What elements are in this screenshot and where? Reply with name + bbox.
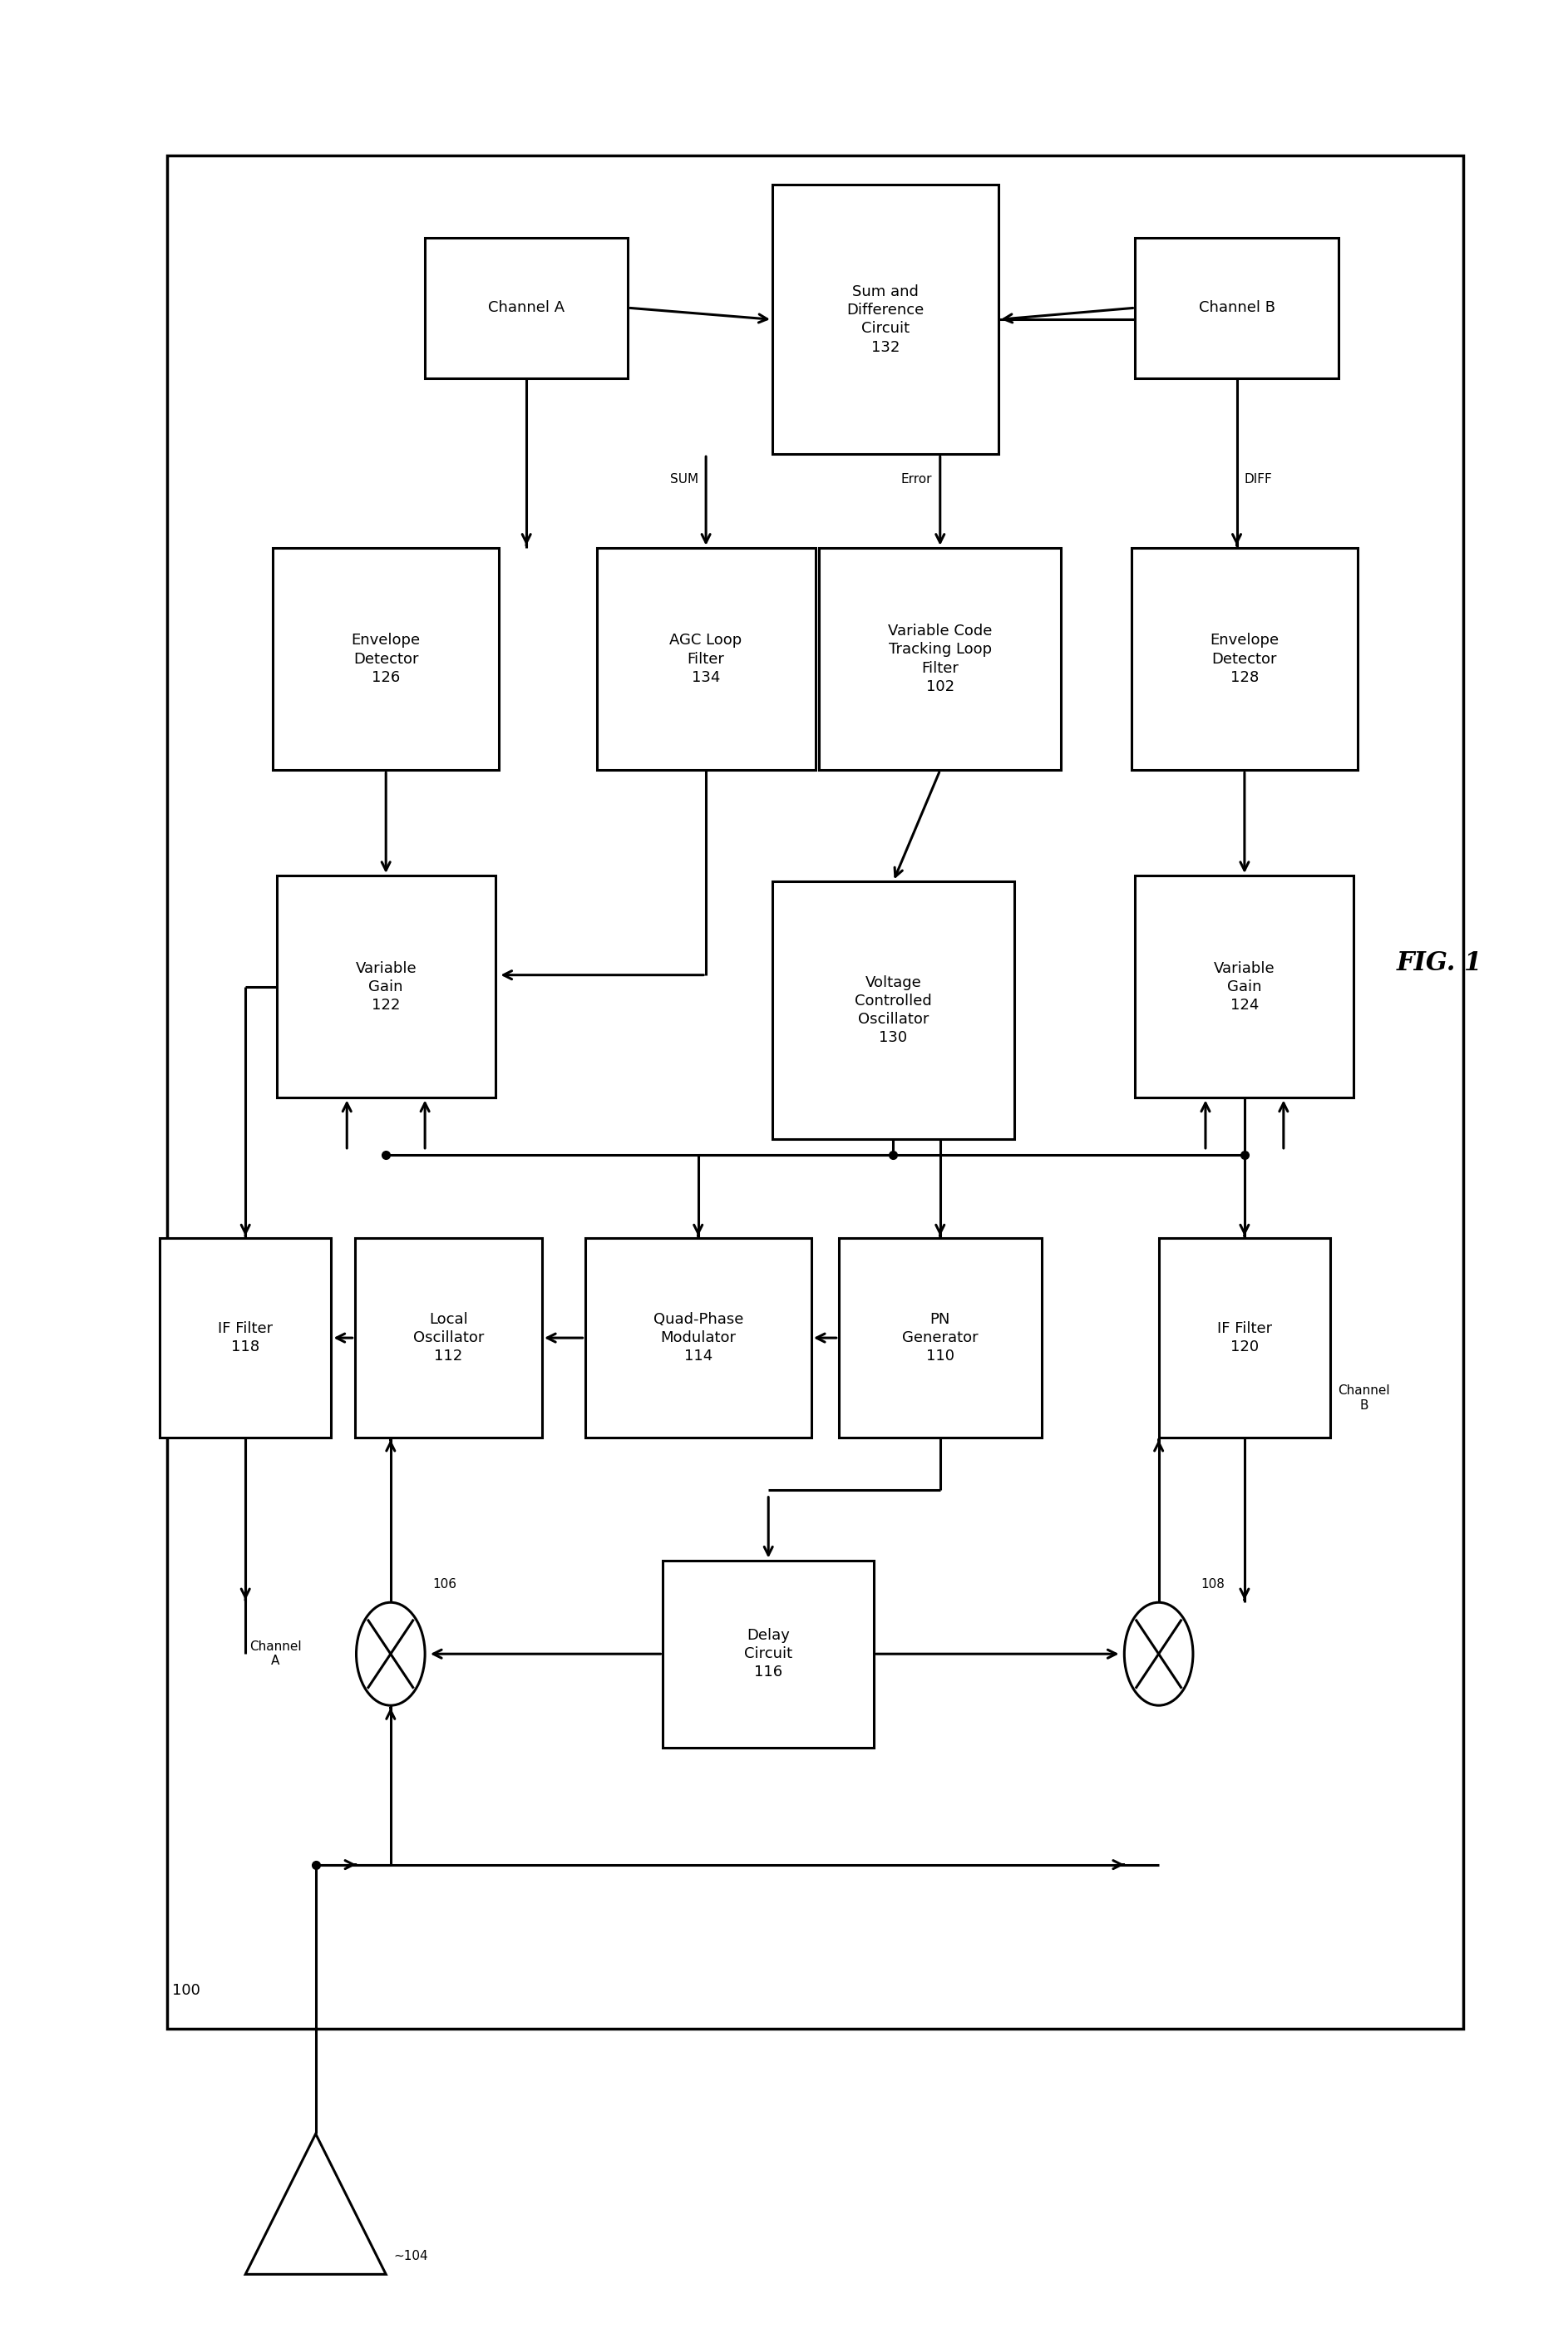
Text: Channel
A: Channel A: [249, 1641, 301, 1667]
FancyBboxPatch shape: [1135, 876, 1353, 1099]
FancyBboxPatch shape: [425, 237, 627, 378]
FancyBboxPatch shape: [1135, 237, 1338, 378]
Text: AGC Loop
Filter
134: AGC Loop Filter 134: [670, 634, 742, 686]
Text: Error: Error: [902, 472, 933, 486]
Polygon shape: [246, 2134, 386, 2275]
FancyBboxPatch shape: [1132, 547, 1358, 770]
Text: Sum and
Difference
Circuit
132: Sum and Difference Circuit 132: [847, 284, 924, 355]
Text: Delay
Circuit
116: Delay Circuit 116: [745, 1627, 792, 1679]
FancyBboxPatch shape: [663, 1561, 873, 1747]
Text: PN
Generator
110: PN Generator 110: [902, 1313, 978, 1364]
FancyBboxPatch shape: [276, 876, 495, 1099]
Text: Variable
Gain
122: Variable Gain 122: [356, 960, 417, 1012]
Text: 108: 108: [1201, 1578, 1225, 1590]
Text: Envelope
Detector
126: Envelope Detector 126: [351, 634, 420, 686]
Text: Voltage
Controlled
Oscillator
130: Voltage Controlled Oscillator 130: [855, 974, 931, 1045]
FancyBboxPatch shape: [773, 185, 999, 453]
Text: Channel B: Channel B: [1198, 301, 1275, 315]
FancyBboxPatch shape: [597, 547, 815, 770]
Text: Channel
B: Channel B: [1338, 1385, 1391, 1411]
Text: Envelope
Detector
128: Envelope Detector 128: [1210, 634, 1279, 686]
Text: 106: 106: [433, 1578, 456, 1590]
Text: ~104: ~104: [394, 2249, 428, 2263]
Circle shape: [356, 1601, 425, 1705]
Text: IF Filter
118: IF Filter 118: [218, 1322, 273, 1355]
FancyBboxPatch shape: [273, 547, 499, 770]
Text: Quad-Phase
Modulator
114: Quad-Phase Modulator 114: [654, 1313, 743, 1364]
Text: FIG. 1: FIG. 1: [1397, 951, 1483, 977]
FancyBboxPatch shape: [1159, 1237, 1330, 1437]
FancyBboxPatch shape: [160, 1237, 331, 1437]
Text: Local
Oscillator
112: Local Oscillator 112: [412, 1313, 485, 1364]
FancyBboxPatch shape: [354, 1237, 543, 1437]
Text: Variable Code
Tracking Loop
Filter
102: Variable Code Tracking Loop Filter 102: [887, 625, 993, 695]
FancyBboxPatch shape: [818, 547, 1062, 770]
Text: IF Filter
120: IF Filter 120: [1217, 1322, 1272, 1355]
FancyBboxPatch shape: [168, 155, 1463, 2029]
Text: 100: 100: [172, 1984, 201, 1998]
Circle shape: [1124, 1601, 1193, 1705]
FancyBboxPatch shape: [773, 880, 1014, 1139]
Text: Channel A: Channel A: [488, 301, 564, 315]
FancyBboxPatch shape: [585, 1237, 811, 1437]
FancyBboxPatch shape: [839, 1237, 1041, 1437]
Text: SUM: SUM: [670, 472, 698, 486]
Text: DIFF: DIFF: [1245, 472, 1273, 486]
Text: Variable
Gain
124: Variable Gain 124: [1214, 960, 1275, 1012]
